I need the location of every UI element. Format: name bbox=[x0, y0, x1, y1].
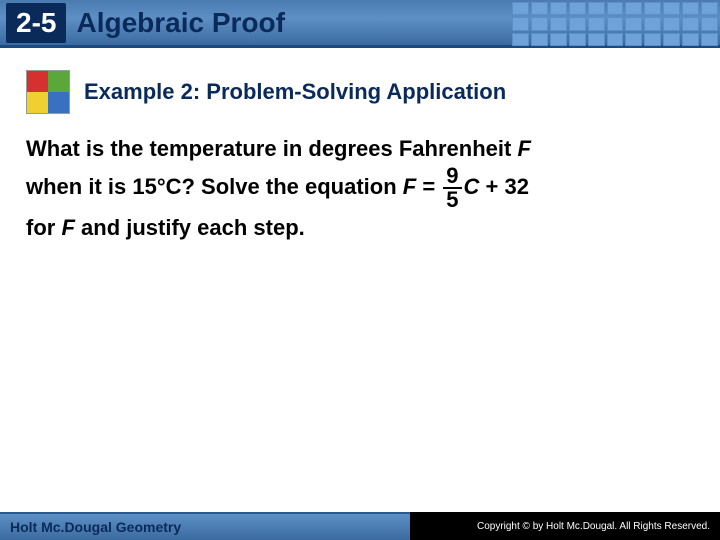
var-F-2: F bbox=[61, 215, 74, 240]
footer-copyright: Copyright © by Holt Mc.Dougal. All Right… bbox=[410, 512, 720, 540]
content-area: Example 2: Problem-Solving Application W… bbox=[0, 48, 720, 244]
example-heading-row: Example 2: Problem-Solving Application bbox=[26, 70, 694, 114]
fraction-9-5: 95 bbox=[441, 165, 463, 211]
footer-bar: Holt Mc.Dougal Geometry Copyright © by H… bbox=[0, 512, 720, 540]
frac-numerator: 9 bbox=[443, 165, 461, 189]
header-grid-pattern bbox=[510, 0, 720, 48]
var-F-1: F bbox=[517, 136, 530, 161]
puzzle-icon bbox=[26, 70, 70, 114]
problem-line2-a: when it is 15°C? Solve the equation bbox=[26, 174, 403, 199]
eq-lhs: F bbox=[403, 174, 416, 199]
problem-line3-b: and justify each step. bbox=[75, 215, 305, 240]
section-number-badge: 2-5 bbox=[6, 3, 66, 43]
page-title: Algebraic Proof bbox=[76, 7, 284, 39]
problem-text: What is the temperature in degrees Fahre… bbox=[26, 132, 694, 244]
eq-equals: = bbox=[416, 174, 441, 199]
frac-denominator: 5 bbox=[443, 189, 461, 211]
eq-var-C: C bbox=[464, 174, 480, 199]
example-title: Example 2: Problem-Solving Application bbox=[84, 79, 506, 105]
footer-publisher: Holt Mc.Dougal Geometry bbox=[0, 512, 410, 540]
header-bar: 2-5 Algebraic Proof bbox=[0, 0, 720, 48]
eq-tail: + 32 bbox=[479, 174, 529, 199]
problem-line3-a: for bbox=[26, 215, 61, 240]
problem-line1-a: What is the temperature in degrees Fahre… bbox=[26, 136, 517, 161]
